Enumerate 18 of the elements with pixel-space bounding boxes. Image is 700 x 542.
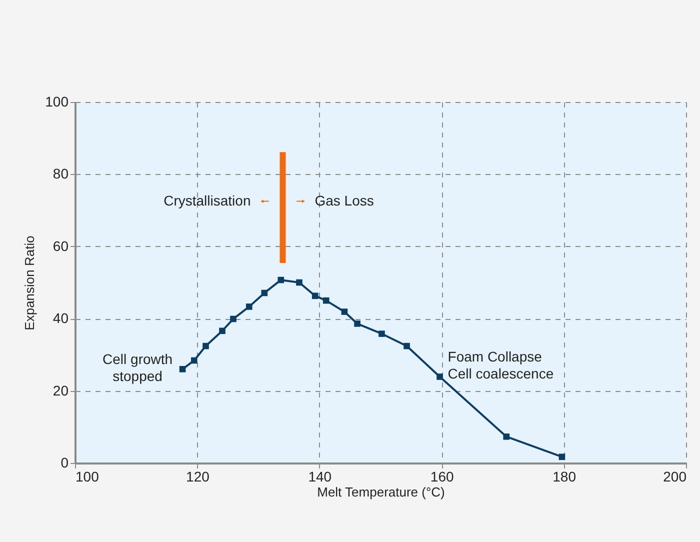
annotation: Foam Collapse Cell coalescence [448,348,554,382]
y-tick-label: 80 [52,166,69,182]
y-tick-label: 100 [45,94,69,110]
x-tick-label: 200 [663,468,687,484]
y-tick-label: 60 [52,238,69,254]
y-tick-label: 0 [60,454,69,470]
annotation: Crystallisation [164,192,251,208]
y-axis-title: Expansion Ratio [22,236,38,330]
x-tick-label: 100 [76,468,100,484]
annotation: Gas Loss [314,192,374,208]
x-tick-label: 140 [308,468,332,484]
x-axis-title: Melt Temperature (°C) [317,484,445,500]
x-tick-label: 160 [430,468,454,484]
x-tick-label: 120 [186,468,210,484]
y-tick-label: 20 [52,382,69,398]
annotation: Cell growth stopped [102,351,173,384]
y-tick-label: 40 [52,310,69,326]
x-tick-label: 180 [552,468,576,484]
